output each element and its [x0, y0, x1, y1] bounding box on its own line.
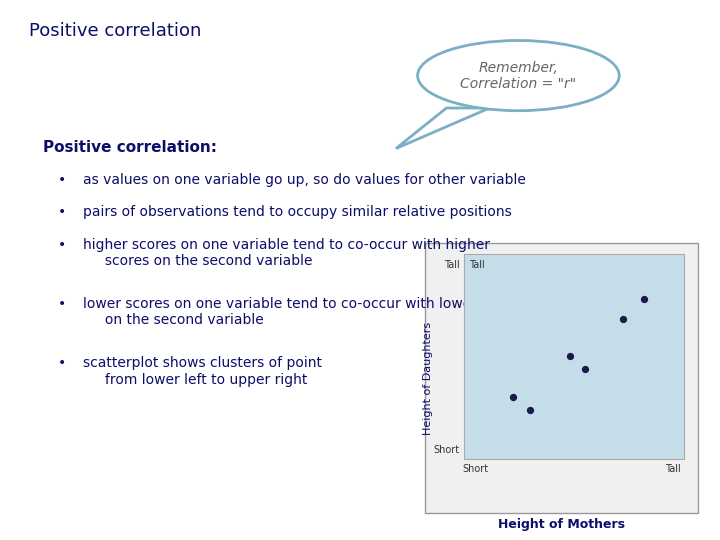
Text: •: •: [58, 238, 66, 252]
Text: pairs of observations tend to occupy similar relative positions: pairs of observations tend to occupy sim…: [83, 205, 511, 219]
Text: Remember,
Correlation = "r": Remember, Correlation = "r": [460, 60, 577, 91]
Text: Positive correlation: Positive correlation: [29, 22, 201, 39]
Text: Tall: Tall: [469, 260, 485, 270]
Text: •: •: [58, 356, 66, 370]
Text: •: •: [58, 205, 66, 219]
Ellipse shape: [418, 40, 619, 111]
Text: Height of Daughters: Height of Daughters: [423, 321, 433, 435]
Point: [639, 295, 650, 303]
Point: [617, 315, 629, 324]
Point: [507, 393, 518, 402]
Text: higher scores on one variable tend to co-occur with higher
     scores on the se: higher scores on one variable tend to co…: [83, 238, 490, 268]
Text: •: •: [58, 297, 66, 311]
FancyBboxPatch shape: [425, 243, 698, 513]
Text: Positive correlation:: Positive correlation:: [43, 140, 217, 156]
Text: scatterplot shows clusters of point
     from lower left to upper right: scatterplot shows clusters of point from…: [83, 356, 322, 387]
Text: lower scores on one variable tend to co-occur with lower scores
     on the seco: lower scores on one variable tend to co-…: [83, 297, 526, 327]
Polygon shape: [396, 108, 490, 148]
Text: Height of Mothers: Height of Mothers: [498, 518, 625, 531]
Point: [580, 364, 591, 373]
Point: [524, 406, 536, 414]
Point: [564, 352, 575, 361]
Text: as values on one variable go up, so do values for other variable: as values on one variable go up, so do v…: [83, 173, 526, 187]
Text: •: •: [58, 173, 66, 187]
